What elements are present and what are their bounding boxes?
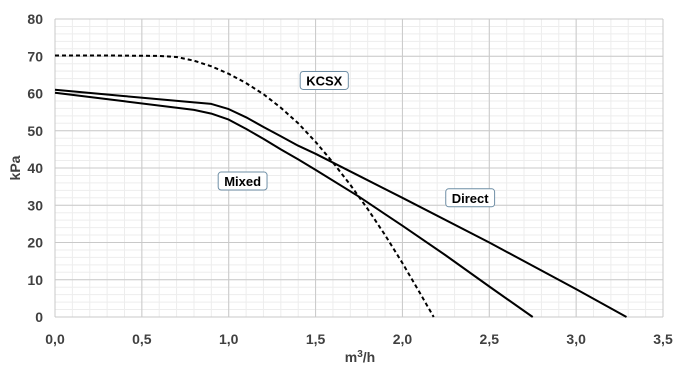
series-line-direct — [54, 88, 627, 318]
curve-label-direct: Direct — [445, 188, 496, 208]
x-tick-label: 1,5 — [306, 331, 326, 347]
y-tick-label: 40 — [27, 160, 43, 176]
curve-label-box — [217, 171, 268, 191]
y-tick-label: 20 — [27, 235, 43, 251]
curve-label-text: KCSX — [306, 73, 342, 88]
x-tick-label: 2,5 — [480, 331, 500, 347]
curve-label-text: Mixed — [224, 174, 261, 189]
x-axis-ticks: 0,0 0,5 1,0 1,5 2,0 2,5 3,0 3,5 — [45, 331, 673, 347]
x-tick-label: 0,0 — [45, 331, 65, 347]
curve-label-box — [299, 70, 349, 90]
y-tick-label: 10 — [27, 272, 43, 288]
curve-label-box — [445, 188, 496, 208]
curve-label-kcsx: KCSX — [299, 70, 349, 90]
y-axis-ticks: 0 10 20 30 40 50 60 70 80 — [27, 11, 43, 325]
curve-label-text: Direct — [452, 191, 490, 206]
y-tick-label: 0 — [35, 309, 43, 325]
series-line-mixed — [54, 91, 534, 318]
y-tick-label: 30 — [27, 197, 43, 213]
x-tick-label: 3,0 — [566, 331, 586, 347]
y-tick-label: 70 — [27, 48, 43, 64]
y-tick-label: 50 — [27, 123, 43, 139]
x-tick-label: 3,5 — [653, 331, 673, 347]
series-layer — [54, 54, 627, 318]
y-axis-label: kPa — [7, 155, 23, 180]
x-tick-label: 1,0 — [219, 331, 239, 347]
x-axis-label: m3/h — [345, 349, 375, 365]
curve-label-mixed: Mixed — [217, 171, 268, 191]
y-tick-label: 60 — [27, 86, 43, 102]
series-line-kcsx — [55, 54, 435, 318]
x-tick-label: 0,5 — [132, 331, 152, 347]
curve-labels: KCSX Direct Mixed — [217, 70, 496, 208]
y-tick-label: 80 — [27, 11, 43, 27]
x-tick-label: 2,0 — [393, 331, 413, 347]
